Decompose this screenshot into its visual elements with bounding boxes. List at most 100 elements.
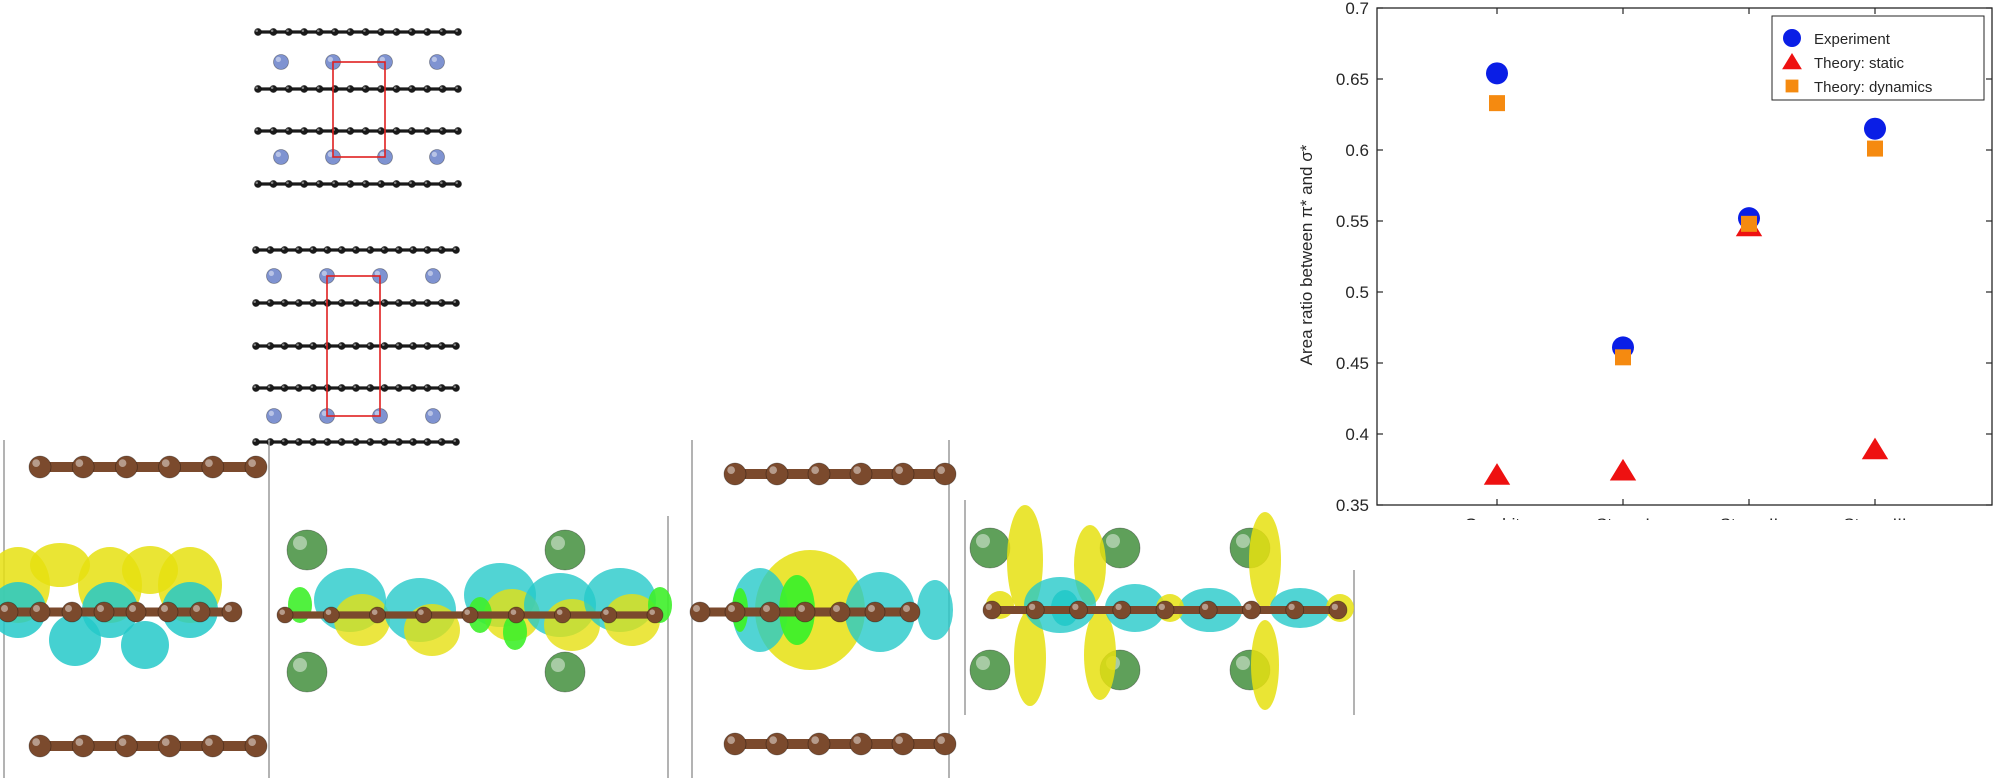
y-tick-label: 0.6 xyxy=(1345,141,1369,160)
carbon-row-atom-highlight xyxy=(286,181,289,185)
metal-atom-highlight xyxy=(431,151,437,157)
carbon-row-atom xyxy=(453,85,462,94)
carbon-row-atom-highlight xyxy=(339,343,342,346)
x-tick-label: Stage III xyxy=(1843,515,1906,520)
carbon-row-atom-highlight xyxy=(353,247,356,251)
carbon-row-atom-highlight xyxy=(763,605,770,612)
carbon-row-atom xyxy=(253,85,262,94)
carbon-row-atom xyxy=(294,341,303,350)
carbon-row-atom xyxy=(269,127,278,136)
carbon-row-atom-highlight xyxy=(393,181,397,185)
area-ratio-chart: 0.35 0.4 0.45 0.5 0.55 0.6 0.65 0.7 Graphite Stag… xyxy=(1297,0,1993,520)
carbon-row-atom xyxy=(829,601,851,623)
carbon-row-atom-highlight xyxy=(347,181,351,185)
carbon-row-atom-highlight xyxy=(270,181,274,185)
carbon-row-atom-highlight xyxy=(603,609,609,615)
unit-cell-outline xyxy=(332,61,386,158)
carbon-row-atom xyxy=(423,383,432,392)
metal-atom-highlight xyxy=(268,270,274,276)
carbon-row-atom-highlight xyxy=(453,439,456,442)
carbon-row-atom xyxy=(1069,600,1088,620)
carbon-row-atom xyxy=(1198,600,1218,620)
carbon-row-atom-highlight xyxy=(253,300,256,303)
carbon-row-atom xyxy=(361,27,370,36)
carbon-row-atom xyxy=(407,27,416,36)
carbon-row-atom xyxy=(451,245,460,254)
carbon-row-atom xyxy=(451,437,460,446)
carbon-row-atom xyxy=(438,85,447,94)
graphite-bottom-row-atom-highlight xyxy=(769,736,778,745)
carbon-row-atom xyxy=(794,601,816,623)
carbon-row-atom xyxy=(409,298,418,307)
carbon-row-atom-highlight xyxy=(253,343,256,346)
carbon-row-atom-highlight xyxy=(253,247,256,251)
carbon-row-atom xyxy=(438,179,447,188)
unit-cell-middle xyxy=(251,245,460,446)
carbon-row-atom-highlight xyxy=(424,343,428,346)
carbon-row-atom xyxy=(982,600,1002,620)
carbon-row-atom xyxy=(251,341,260,350)
carbon-row-atom-highlight xyxy=(296,300,299,303)
point-triangle xyxy=(1861,437,1889,460)
carbon-row-atom-highlight xyxy=(410,385,414,388)
carbon-row-atom-highlight xyxy=(439,343,442,346)
carbon-row-atom xyxy=(899,601,921,623)
graphite-bottom-row-atom xyxy=(849,732,873,756)
x-tick-label: Graphite xyxy=(1464,515,1529,520)
carbon-row-atom-highlight xyxy=(409,86,412,89)
carbon-row-atom-highlight xyxy=(1331,603,1338,610)
graphite-top-row-atom xyxy=(723,462,747,486)
carbon-row-atom xyxy=(380,437,389,446)
x-tick-label: Stage II xyxy=(1720,515,1779,520)
carbon-row-atom xyxy=(251,298,260,307)
carbon-row-atom xyxy=(366,298,375,307)
graphite-middle-row-atom-highlight xyxy=(161,605,168,612)
carbon-row-atom-highlight xyxy=(410,247,414,251)
carbon-row-atom xyxy=(507,606,525,624)
carbon-row-atom xyxy=(284,179,293,188)
yellow-lobe xyxy=(122,546,178,594)
carbon-row-atom-highlight xyxy=(310,300,314,303)
carbon-row-atom-highlight xyxy=(317,86,320,89)
carbon-row-atom xyxy=(392,27,401,36)
carbon-row-atom xyxy=(337,245,346,254)
carbon-row-atom xyxy=(407,127,416,136)
graphite-bottom-row-atom xyxy=(158,734,182,758)
legend: Experiment Theory: static Theory: dynamics xyxy=(1771,15,1985,101)
carbon-row-atom-highlight xyxy=(455,86,458,89)
carbon-row-atom-highlight xyxy=(424,86,428,89)
carbon-row-atom xyxy=(438,127,447,136)
carbon-row-atom xyxy=(266,245,275,254)
carbon-row-atom-highlight xyxy=(728,605,735,612)
carbon-row-atom xyxy=(380,383,389,392)
graphite-middle-row-atom-highlight xyxy=(225,605,232,612)
graphite-bottom-row-atom-highlight xyxy=(811,736,820,745)
carbon-row-atom-highlight xyxy=(339,439,342,442)
y-tick-label: 0.7 xyxy=(1345,0,1369,18)
carbon-row-atom xyxy=(423,85,432,94)
carbon-row-atom-highlight xyxy=(409,128,412,132)
y-tick-label: 0.45 xyxy=(1336,354,1369,373)
point-square xyxy=(1867,140,1883,157)
carbon-row-atom xyxy=(1285,600,1305,620)
carbon-row-atom xyxy=(294,437,303,446)
carbon-row-atom-highlight xyxy=(363,128,366,132)
carbon-row-atom-highlight xyxy=(324,439,328,442)
carbon-row-atom xyxy=(377,127,386,136)
graphite-bottom-row-atom-highlight xyxy=(32,738,41,747)
graphite-top-row-atom xyxy=(933,462,957,486)
graphite-bottom-row-atom xyxy=(115,734,138,758)
metal-atom-highlight xyxy=(551,536,565,550)
carbon-row-atom xyxy=(1112,600,1132,620)
graphite-top-row-atom-highlight xyxy=(769,466,778,474)
carbon-row-atom-highlight xyxy=(363,86,366,89)
carbon-row-atom-highlight xyxy=(310,385,314,388)
carbon-row-atom xyxy=(394,298,403,307)
carbon-row-atom xyxy=(280,383,289,392)
carbon-row-atom-highlight xyxy=(347,128,351,132)
carbon-row-atom-highlight xyxy=(332,181,335,185)
carbon-row-atom-highlight xyxy=(455,128,458,132)
legend-marker-circle xyxy=(1783,29,1801,47)
carbon-row-atom-highlight xyxy=(286,128,289,132)
metal-atom-highlight xyxy=(1236,656,1250,670)
